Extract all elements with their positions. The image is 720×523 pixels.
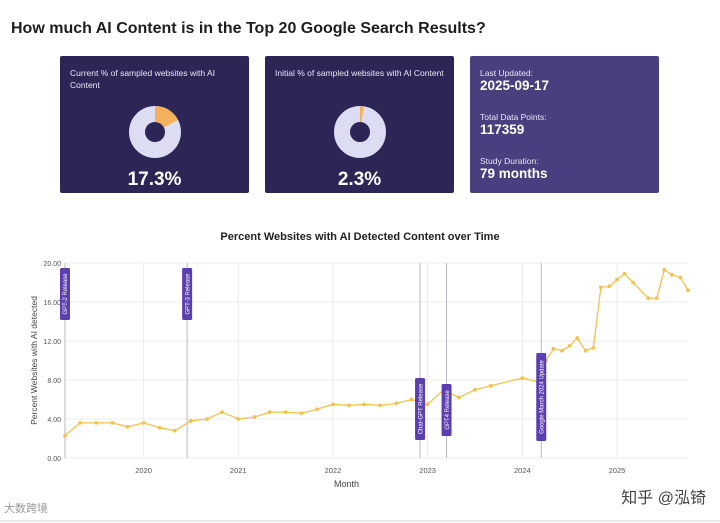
total-points-value: 117359 [480, 122, 525, 137]
annotation-label: Chat-GPT Release [418, 383, 424, 434]
study-info-card: Last Updated: 2025-09-17 Total Data Poin… [470, 56, 659, 193]
annotation-badge [415, 378, 426, 440]
data-point [172, 428, 177, 433]
data-point [654, 296, 659, 300]
duration-label: Study Duration: [480, 156, 539, 166]
current-donut-chart [128, 106, 181, 158]
data-point [314, 407, 319, 412]
total-points-label: Total Data Points: [480, 112, 547, 122]
data-point [551, 346, 556, 351]
page-title: How much AI Content is in the Top 20 Goo… [11, 20, 486, 37]
line-chart: 0.00 4.00 8.00 12.00 16.00 20.00 2020 2021 2022 2… [29, 261, 690, 489]
data-point [220, 410, 225, 415]
data-point [110, 421, 115, 425]
data-point [141, 421, 146, 425]
y-tick-label: 16.00 [43, 300, 61, 307]
data-point [236, 417, 241, 421]
y-tick-label: 0.00 [47, 456, 61, 463]
y-tick-label: 4.00 [47, 417, 61, 424]
data-point [78, 421, 83, 425]
data-point [394, 401, 399, 406]
data-point [252, 415, 257, 419]
annotation-label: GPT-3 Release [185, 273, 191, 315]
data-point [378, 403, 383, 408]
x-tick-label: 2024 [514, 466, 531, 475]
last-updated-value: 2025-09-17 [480, 78, 550, 93]
y-tick-label: 8.00 [47, 378, 61, 385]
data-point [267, 410, 272, 415]
data-point [409, 397, 414, 402]
data-point [670, 272, 674, 277]
x-tick-label: 2020 [135, 466, 152, 475]
data-point [622, 271, 627, 276]
chart-title: Percent Websites with AI Detected Conten… [220, 231, 500, 243]
x-tick-label: 2023 [419, 466, 436, 475]
data-point [425, 402, 430, 407]
data-point [678, 275, 683, 280]
annotation-label: GPT-2 Release [63, 273, 69, 315]
y-tick-label: 12.00 [43, 339, 61, 346]
data-point [575, 336, 580, 340]
data-point [631, 280, 635, 285]
data-point [456, 395, 461, 400]
data-point [598, 285, 603, 290]
data-point [283, 410, 288, 415]
initial-ai-label: Initial % of sampled websites with AI Co… [275, 68, 444, 78]
current-ai-card: Current % of sampled websites with AI Co… [60, 56, 249, 193]
data-point [299, 411, 304, 416]
current-donut-slice [128, 106, 181, 158]
annotation-label: GPT4 Release [445, 390, 451, 430]
data-point [567, 343, 572, 348]
initial-donut-chart [333, 106, 386, 158]
data-point [125, 424, 130, 429]
annotation-badge [536, 353, 547, 441]
current-ai-value: 17.3% [127, 169, 182, 190]
watermark-left: 大数跨境 [4, 503, 48, 515]
last-updated-label: Last Updated: [480, 68, 533, 78]
data-point [331, 402, 335, 407]
x-tick-label: 2022 [325, 466, 342, 475]
x-axis-label: Month [334, 479, 359, 489]
data-point [205, 417, 209, 421]
data-point [94, 421, 99, 425]
duration-value: 79 months [480, 166, 548, 181]
initial-ai-value: 2.3% [337, 169, 382, 190]
data-point [189, 419, 193, 423]
data-point [615, 277, 619, 282]
x-tick-label: 2025 [609, 466, 626, 475]
x-tick-label: 2021 [230, 466, 247, 475]
data-point [63, 433, 67, 438]
data-point [583, 348, 588, 353]
data-point [347, 403, 351, 408]
data-point [520, 376, 525, 380]
data-point [662, 267, 667, 272]
data-point [560, 348, 564, 353]
data-point [591, 345, 596, 350]
data-point [473, 387, 477, 392]
data-point [157, 425, 162, 430]
initial-ai-card: Initial % of sampled websites with AI Co… [265, 56, 454, 193]
annotation-badge [441, 384, 452, 436]
watermark-right: 知乎 @泓锜 [621, 490, 706, 507]
y-tick-label: 20.00 [43, 261, 61, 268]
data-point [646, 296, 651, 300]
annotation-badge [182, 268, 193, 320]
data-point [362, 402, 367, 407]
data-point [489, 383, 493, 388]
y-axis-label: Percent Websites with AI detected [29, 296, 39, 425]
bottom-divider [0, 520, 720, 522]
data-point [607, 284, 612, 289]
initial-donut-slice [333, 106, 386, 158]
current-ai-label: Current % of sampled websites with AI Co… [70, 68, 216, 90]
data-point [686, 288, 690, 293]
series-line [64, 268, 689, 437]
annotation-label: Google March 2024 Update [539, 359, 545, 433]
annotation-badge [60, 268, 70, 320]
